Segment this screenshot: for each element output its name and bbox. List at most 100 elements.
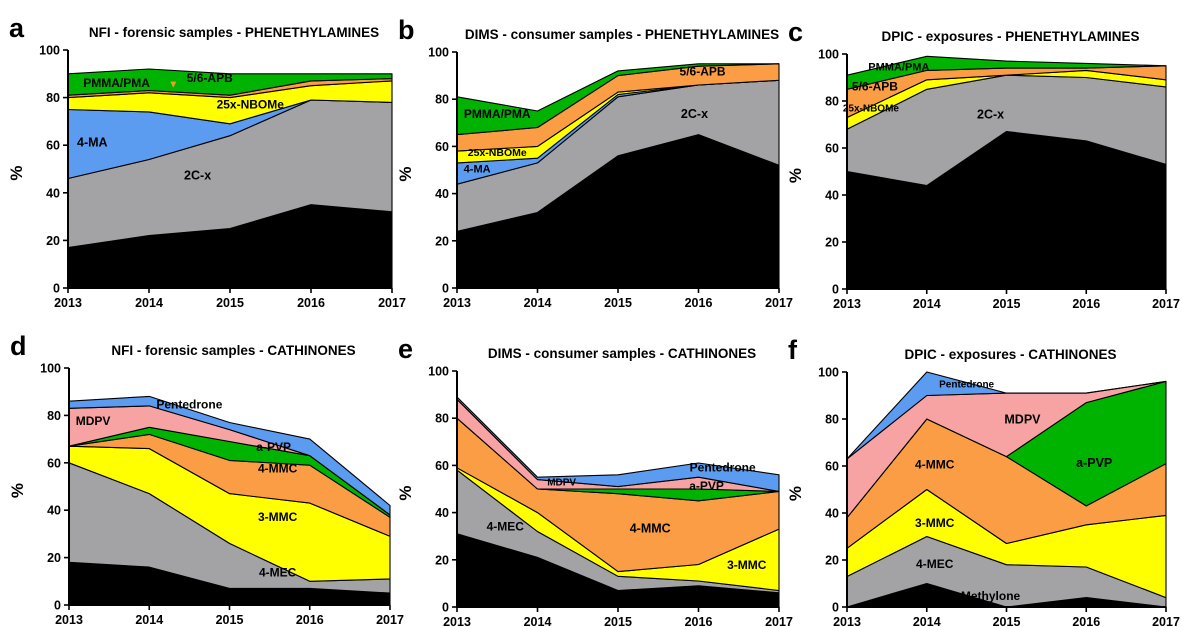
x-tick-label: 2016	[1072, 297, 1100, 311]
x-tick-label: 2014	[913, 297, 941, 311]
y-tick-label: 0	[442, 282, 449, 296]
y-tick-label: 60	[47, 456, 61, 470]
series-label: 3-MMC	[727, 558, 767, 572]
y-axis-title: %	[786, 168, 805, 183]
series-label: 3-MMC	[258, 510, 298, 524]
x-tick-label: 2017	[378, 296, 406, 310]
panel-letter: b	[398, 15, 415, 45]
x-tick-label: 2013	[443, 615, 471, 627]
y-tick-label: 80	[435, 93, 449, 107]
x-tick-label: 2016	[297, 296, 325, 310]
y-tick-label: 40	[825, 189, 839, 203]
x-tick-label: 2013	[443, 296, 471, 310]
y-tick-label: 0	[442, 601, 449, 615]
panel-letter: f	[788, 335, 798, 365]
series-label: 4-MMC	[258, 461, 298, 475]
y-tick-label: 40	[825, 507, 839, 521]
y-tick-label: 100	[818, 48, 839, 62]
area-pmma-pma	[67, 68, 393, 96]
area-pentedrone	[846, 371, 1167, 460]
y-tick-label: 0	[832, 601, 839, 615]
series-label: Methylone	[488, 577, 548, 591]
y-tick-label: 100	[428, 365, 449, 379]
y-tick-label: 40	[435, 506, 449, 520]
chart-panel-c: 0 20 40 60 80 100 2013 2014 2015 2016 2017% c DPIC -…	[786, 17, 1180, 311]
x-tick-label: 2015	[993, 615, 1021, 627]
series-label: 4-MMC	[630, 522, 671, 536]
panel-title: DPIC - exposures - PHENETHYLAMINES	[881, 29, 1139, 44]
y-tick-label: 60	[825, 460, 839, 474]
y-tick-label: 40	[47, 504, 61, 518]
x-tick-label: 2015	[993, 297, 1021, 311]
panel-letter: e	[398, 334, 413, 364]
x-tick-label: 2015	[216, 296, 244, 310]
series-label: PMMA/PMA	[868, 61, 929, 73]
series-label: MDPV	[76, 414, 111, 428]
x-tick-label: 2013	[833, 615, 861, 627]
series-label: 25x-NBOMe	[843, 104, 900, 115]
series-label: 2C-x	[184, 169, 211, 183]
y-tick-label: 100	[818, 366, 839, 380]
x-tick-label: 2016	[1072, 615, 1100, 627]
y-tick-label: 80	[46, 91, 60, 105]
y-tick-label: 0	[832, 283, 839, 297]
panel-title: DPIC - exposures - CATHINONES	[904, 347, 1116, 362]
y-tick-label: 20	[46, 234, 60, 248]
panel-letter: a	[9, 13, 25, 43]
series-label: Methylone	[961, 589, 1021, 603]
panel-title: NFI - forensic samples - PHENETHYLAMINES	[89, 25, 379, 40]
y-axis-title: %	[8, 483, 27, 498]
x-tick-label: 2014	[135, 296, 163, 310]
series-label: 5/6-APB	[187, 71, 233, 85]
x-tick-label: 2013	[833, 297, 861, 311]
x-tick-label: 2015	[604, 615, 632, 627]
x-tick-label: 2014	[913, 615, 941, 627]
y-tick-label: 80	[825, 95, 839, 109]
y-axis-title: %	[786, 486, 805, 501]
chart-panel-e: 0 20 40 60 80 100 2013 2014 2015 2016 2017% e DIMS -…	[396, 334, 793, 627]
series-label: 5/6-APB	[852, 79, 898, 93]
y-tick-label: 60	[435, 140, 449, 154]
y-axis-title: %	[396, 166, 415, 181]
chart-panel-f: 0 20 40 60 80 100 2013 2014 2015 2016 2017% f DPIC -…	[786, 335, 1180, 627]
y-tick-label: 40	[46, 186, 60, 200]
y-axis-title: %	[396, 485, 415, 500]
y-tick-label: 100	[39, 44, 60, 58]
y-tick-label: 100	[428, 46, 449, 60]
series-label: 3-MMC	[915, 516, 955, 530]
y-tick-label: 100	[40, 362, 61, 376]
series-label: 5/6-APB	[680, 65, 726, 79]
y-tick-label: 20	[47, 551, 61, 565]
series-label: 4-MA	[464, 163, 491, 175]
series-label: Pentedrone	[156, 397, 222, 411]
series-label: a-PVP	[1076, 456, 1112, 470]
series-label: MDPV	[1004, 413, 1041, 427]
x-tick-label: 2017	[376, 613, 404, 627]
chart-panel-d: 0 20 40 60 80 100 2013 2014 2015 2016 2017% d NFI - …	[8, 331, 404, 627]
series-label: 2C-x	[977, 108, 1004, 122]
series-label: a-PVP	[689, 479, 724, 493]
area-pentedrone	[456, 396, 780, 492]
x-tick-label: 2016	[296, 613, 324, 627]
y-tick-label: 0	[53, 282, 60, 296]
area-pmma-pma	[846, 55, 1167, 90]
x-tick-label: 2015	[216, 613, 244, 627]
series-label: 4-MEC	[259, 566, 297, 580]
x-tick-label: 2013	[55, 613, 83, 627]
series-label: 4-MMC	[915, 457, 955, 471]
y-tick-label: 20	[435, 553, 449, 567]
y-tick-label: 60	[825, 142, 839, 156]
y-tick-label: 20	[435, 234, 449, 248]
series-label: Pentedrone	[690, 460, 756, 474]
series-label: PMMA/PMA	[83, 76, 150, 90]
series-label: 4-MEC	[487, 519, 525, 533]
panel-title: DIMS - consumer samples - CATHINONES	[488, 346, 756, 361]
series-label: Pentedrone	[939, 379, 994, 390]
y-tick-label: 60	[435, 459, 449, 473]
series-label: 4-FA	[184, 250, 211, 264]
x-tick-label: 2014	[524, 296, 552, 310]
apb-arrow-marker	[170, 81, 177, 88]
x-tick-label: 2016	[685, 615, 713, 627]
area-pentedrone	[68, 395, 391, 516]
